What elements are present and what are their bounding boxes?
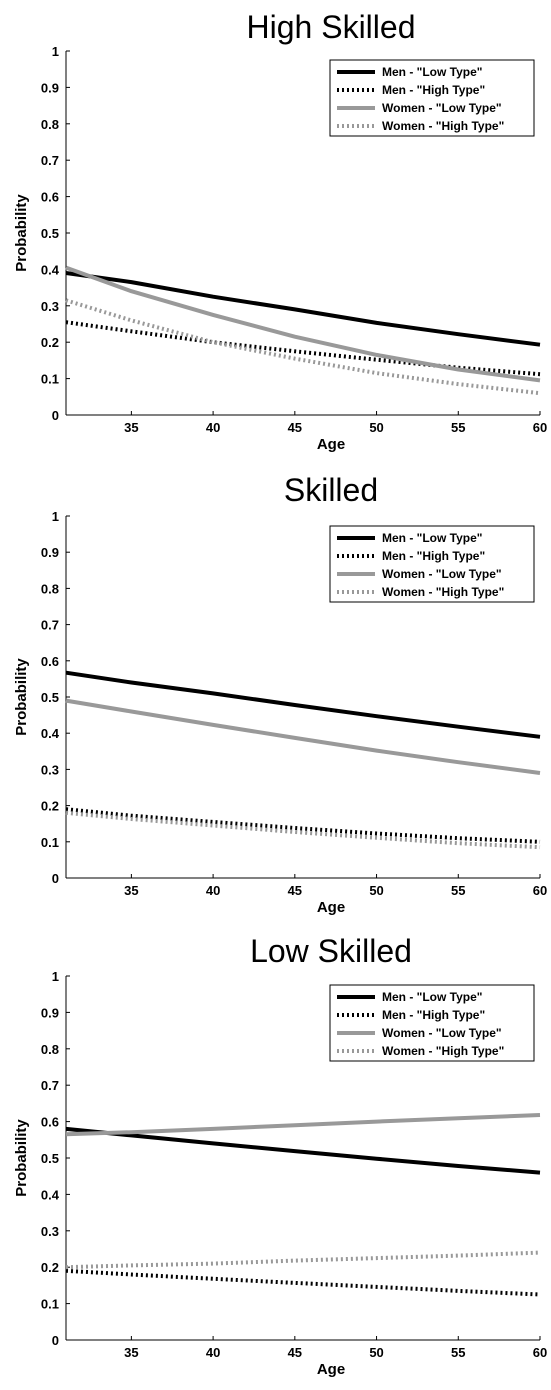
series-line-4 (65, 810, 541, 850)
y-tick-label: 0.9 (41, 1005, 59, 1020)
y-tick-label: 0.8 (41, 581, 59, 596)
legend-label: Women - "High Type" (382, 1044, 504, 1058)
series-line-3 (65, 698, 541, 775)
legend-label: Women - "High Type" (382, 585, 504, 599)
y-tick-label: 0.7 (41, 153, 59, 168)
x-tick-label: 60 (533, 420, 547, 435)
y-axis-label: Probability (13, 658, 30, 736)
y-tick-label: 0.5 (41, 690, 59, 705)
y-tick-label: 0.3 (41, 299, 59, 314)
legend-label: Men - "Low Type" (382, 531, 483, 545)
x-tick-label: 35 (124, 420, 138, 435)
series-line-1 (65, 1126, 541, 1175)
chart-title: Low Skilled (250, 933, 412, 969)
series-line-2 (65, 1268, 541, 1297)
y-tick-label: 0 (52, 408, 59, 423)
x-tick-label: 45 (288, 1345, 302, 1360)
y-tick-label: 0.1 (41, 1297, 59, 1312)
y-tick-label: 0.5 (41, 226, 59, 241)
series-line-2 (65, 807, 541, 844)
series-line-4 (65, 298, 541, 396)
x-tick-label: 45 (288, 883, 302, 898)
x-tick-label: 50 (369, 420, 383, 435)
y-tick-label: 0.9 (41, 80, 59, 95)
legend-label: Men - "High Type" (382, 549, 485, 563)
series-line-2 (65, 320, 541, 377)
x-tick-label: 60 (533, 1345, 547, 1360)
x-tick-label: 40 (206, 1345, 220, 1360)
chart-panel-3: Low Skilled 0 0.1 0.2 0.3 0.4 0.5 0.6 0.7 0.8 0.9 1… (13, 933, 547, 1378)
x-tick-label: 40 (206, 420, 220, 435)
y-axis-label: Probability (13, 1119, 30, 1197)
x-axis-label: Age (317, 436, 345, 453)
y-tick-label: 0.7 (41, 1078, 59, 1093)
y-tick-label: 0.8 (41, 117, 59, 132)
legend-label: Women - "High Type" (382, 119, 504, 133)
chart-title: High Skilled (247, 9, 416, 45)
y-tick-label: 0.6 (41, 654, 59, 669)
legend-label: Women - "Low Type" (382, 1026, 502, 1040)
y-tick-label: 0.2 (41, 335, 59, 350)
y-tick-label: 1 (52, 44, 59, 59)
x-tick-label: 55 (451, 1345, 465, 1360)
y-tick-label: 0.6 (41, 190, 59, 205)
x-tick-label: 35 (124, 1345, 138, 1360)
y-tick-label: 0.6 (41, 1115, 59, 1130)
legend-label: Men - "High Type" (382, 83, 485, 97)
x-axis-label: Age (317, 1361, 345, 1378)
x-tick-label: 35 (124, 883, 138, 898)
y-tick-label: 0.7 (41, 618, 59, 633)
y-tick-label: 1 (52, 509, 59, 524)
y-tick-label: 0.2 (41, 1260, 59, 1275)
y-tick-label: 0.4 (41, 1187, 60, 1202)
series-line-4 (65, 1250, 541, 1270)
chart-panel-1: High Skilled 0 0.1 0.2 0.3 0.4 0.5 0.6 0.7 0.8 0.9… (13, 9, 547, 453)
series-line-3 (65, 265, 541, 383)
legend-label: Men - "Low Type" (382, 65, 483, 79)
series-line-1 (65, 271, 541, 347)
y-tick-label: 0.1 (41, 372, 59, 387)
y-tick-label: 0.8 (41, 1042, 59, 1057)
y-tick-label: 0 (52, 1333, 59, 1348)
legend-label: Women - "Low Type" (382, 101, 502, 115)
x-axis-label: Age (317, 899, 345, 916)
y-tick-label: 1 (52, 969, 59, 984)
y-tick-label: 0.3 (41, 1224, 59, 1239)
x-tick-label: 60 (533, 883, 547, 898)
x-tick-label: 50 (369, 1345, 383, 1360)
y-tick-label: 0.4 (41, 726, 60, 741)
x-tick-label: 40 (206, 883, 220, 898)
legend-label: Women - "Low Type" (382, 567, 502, 581)
y-tick-label: 0.3 (41, 762, 59, 777)
x-tick-label: 45 (288, 420, 302, 435)
chart-panel-2: Skilled 0 0.1 0.2 0.3 0.4 0.5 0.6 0.7 0.8 0.9 1 35 40… (13, 472, 547, 916)
y-tick-label: 0.1 (41, 835, 59, 850)
legend-label: Men - "Low Type" (382, 990, 483, 1004)
y-axis-label: Probability (13, 194, 30, 272)
y-tick-label: 0.4 (41, 262, 60, 277)
x-tick-label: 55 (451, 883, 465, 898)
chart-title: Skilled (284, 472, 378, 508)
y-tick-label: 0.2 (41, 799, 59, 814)
x-tick-label: 50 (369, 883, 383, 898)
series-line-3 (65, 1113, 541, 1137)
y-tick-label: 0 (52, 871, 59, 886)
y-tick-label: 0.9 (41, 545, 59, 560)
y-tick-label: 0.5 (41, 1151, 59, 1166)
series-line-1 (65, 670, 541, 739)
x-tick-label: 55 (451, 420, 465, 435)
legend-label: Men - "High Type" (382, 1008, 485, 1022)
